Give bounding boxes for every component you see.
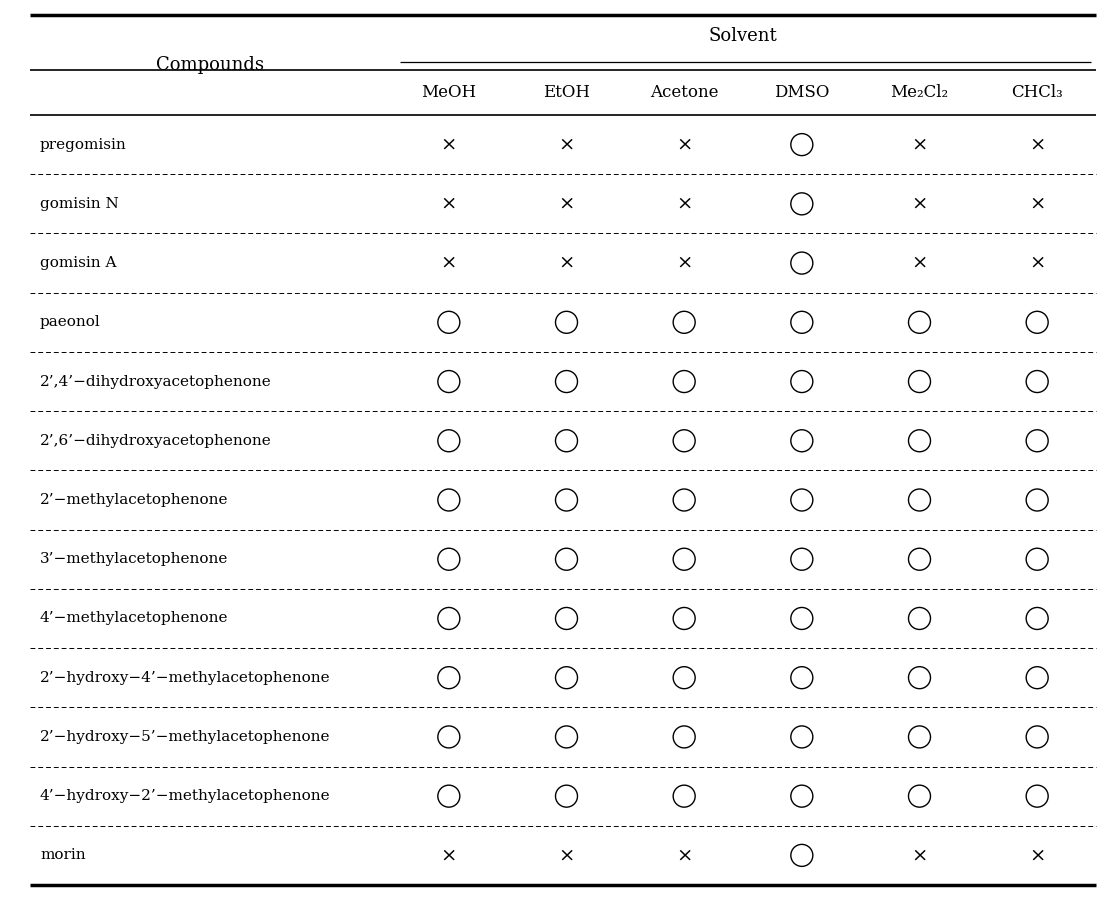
Text: ×: × xyxy=(441,194,458,212)
Text: EtOH: EtOH xyxy=(543,84,590,101)
Text: ×: × xyxy=(1029,194,1046,212)
Text: 2’−hydroxy−4’−methylacetophenone: 2’−hydroxy−4’−methylacetophenone xyxy=(40,670,330,685)
Text: ×: × xyxy=(441,254,458,272)
Text: 2’,4’−dihydroxyacetophenone: 2’,4’−dihydroxyacetophenone xyxy=(40,374,272,389)
Text: ×: × xyxy=(912,254,927,272)
Text: 2’−hydroxy−5’−methylacetophenone: 2’−hydroxy−5’−methylacetophenone xyxy=(40,730,330,744)
Text: Acetone: Acetone xyxy=(650,84,719,101)
Text: ×: × xyxy=(558,846,575,864)
Text: ×: × xyxy=(1029,136,1046,154)
Text: ×: × xyxy=(912,846,927,864)
Text: 3’−methylacetophenone: 3’−methylacetophenone xyxy=(40,553,229,566)
Text: 4’−hydroxy−2’−methylacetophenone: 4’−hydroxy−2’−methylacetophenone xyxy=(40,789,330,803)
Text: ×: × xyxy=(1029,254,1046,272)
Text: ×: × xyxy=(558,194,575,212)
Text: morin: morin xyxy=(40,849,86,862)
Text: 2’−methylacetophenone: 2’−methylacetophenone xyxy=(40,493,229,507)
Text: pregomisin: pregomisin xyxy=(40,138,127,151)
Text: ×: × xyxy=(912,194,927,212)
Text: Me₂Cl₂: Me₂Cl₂ xyxy=(891,84,949,101)
Text: ×: × xyxy=(441,136,458,154)
Text: 4’−methylacetophenone: 4’−methylacetophenone xyxy=(40,611,229,625)
Text: 2’,6’−dihydroxyacetophenone: 2’,6’−dihydroxyacetophenone xyxy=(40,434,272,448)
Text: ×: × xyxy=(1029,846,1046,864)
Text: ×: × xyxy=(676,846,692,864)
Text: Compounds: Compounds xyxy=(156,56,264,74)
Text: gomisin N: gomisin N xyxy=(40,197,118,211)
Text: Solvent: Solvent xyxy=(709,27,778,45)
Text: ×: × xyxy=(676,194,692,212)
Text: ×: × xyxy=(558,254,575,272)
Text: ×: × xyxy=(676,136,692,154)
Text: ×: × xyxy=(912,136,927,154)
Text: paeonol: paeonol xyxy=(40,315,100,329)
Text: ×: × xyxy=(558,136,575,154)
Text: MeOH: MeOH xyxy=(421,84,477,101)
Text: ×: × xyxy=(441,846,458,864)
Text: ×: × xyxy=(676,254,692,272)
Text: CHCl₃: CHCl₃ xyxy=(1011,84,1064,101)
Text: gomisin A: gomisin A xyxy=(40,256,116,270)
Text: DMSO: DMSO xyxy=(775,84,829,101)
